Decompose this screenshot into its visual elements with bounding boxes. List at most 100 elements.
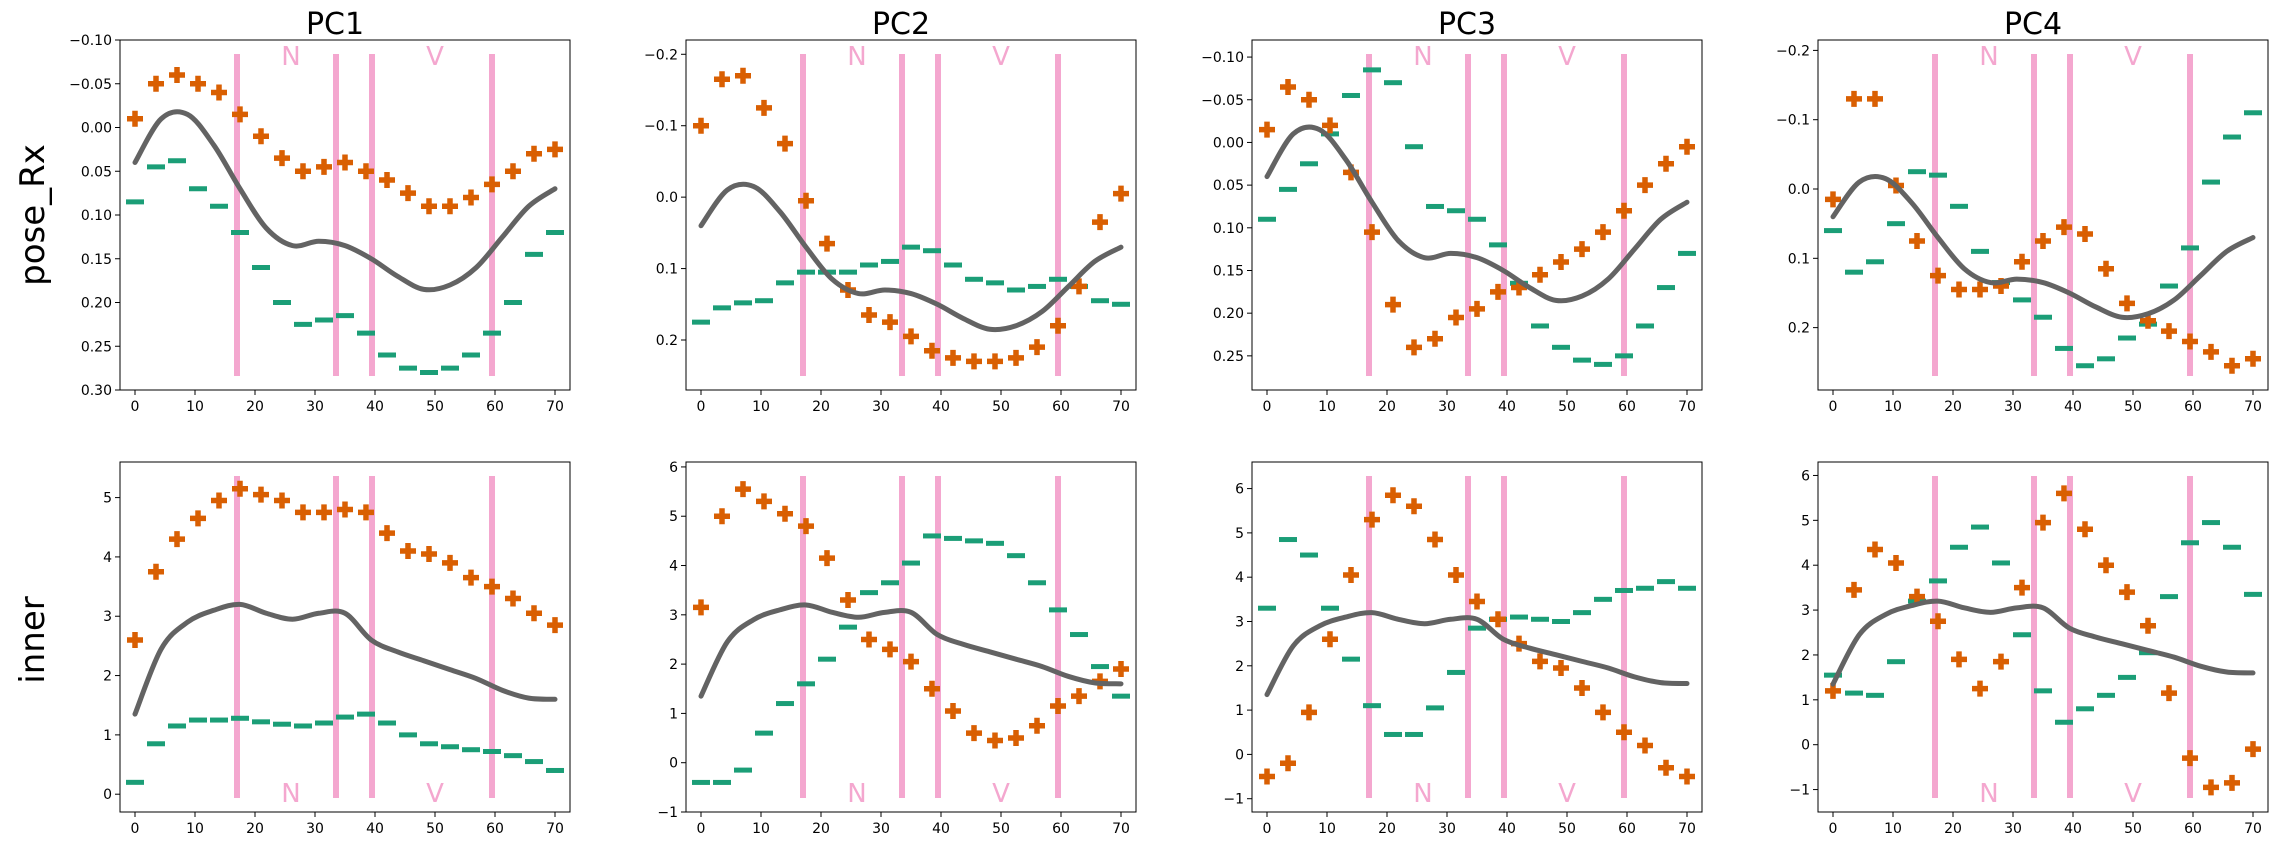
cross-marker <box>2161 323 2177 340</box>
dash-marker <box>818 656 836 662</box>
cross-marker <box>1008 349 1024 366</box>
cross-marker <box>1658 155 1674 172</box>
y-tick-label: −0.05 <box>69 77 112 93</box>
dash-marker <box>986 280 1004 286</box>
x-tick-label: 70 <box>546 399 564 415</box>
curve-line <box>698 181 1124 333</box>
cross-marker <box>2098 557 2114 574</box>
dash-marker <box>692 779 710 785</box>
region-label: V <box>1558 42 1576 72</box>
dash-marker <box>1887 659 1905 665</box>
cross-marker <box>1113 661 1129 678</box>
y-tick-label: −0.2 <box>644 47 678 63</box>
region-label: V <box>426 42 444 72</box>
y-tick-label: −1 <box>657 805 678 821</box>
cross-marker <box>945 349 961 366</box>
panel-pose-rx-pc3: N V 0 10 20 30 40 50 60 70 −0.10 −0.05 0.00 0.05 0.10 0… <box>1201 39 1703 415</box>
region-label: N <box>1413 42 1432 72</box>
dash-marker <box>1049 276 1067 282</box>
dash-marker <box>1342 92 1360 98</box>
cross-marker <box>1322 631 1338 648</box>
dash-marker <box>168 723 186 729</box>
y-tick-label: 2 <box>1801 648 1810 664</box>
dash-marker <box>797 681 815 687</box>
cross-marker <box>924 342 940 359</box>
y-tick-label: 0.00 <box>81 121 112 137</box>
x-tick-label: 20 <box>1378 399 1396 415</box>
dash-marker <box>126 779 144 785</box>
x-tick-label: 0 <box>1263 399 1272 415</box>
column-title-pc2: PC2 <box>872 7 930 42</box>
dash-marker <box>1384 80 1402 86</box>
x-tick-label: 10 <box>186 399 204 415</box>
cross-marker <box>1616 202 1632 219</box>
x-tick-label: 40 <box>366 821 384 837</box>
curve-line <box>698 602 1124 699</box>
dash-marker <box>860 590 878 596</box>
curve-line <box>1830 174 2256 321</box>
cross-marker <box>1951 281 1967 298</box>
dash-marker <box>2013 297 2031 303</box>
y-tick-label: 0.05 <box>81 164 112 180</box>
cross-marker <box>1532 266 1548 283</box>
dash-marker <box>1657 285 1675 291</box>
plot-frame <box>1251 461 1703 813</box>
dash-marker <box>2160 283 2178 289</box>
dash-marker <box>692 319 710 325</box>
x-tick-label: 40 <box>2064 399 2082 415</box>
dash-marker <box>1321 605 1339 611</box>
x-tick-label: 10 <box>186 821 204 837</box>
dash-marker <box>902 244 920 250</box>
cross-marker <box>1637 737 1653 754</box>
cross-marker <box>966 725 982 742</box>
x-tick-label: 30 <box>306 821 324 837</box>
dash-marker <box>776 280 794 286</box>
cross-marker <box>1259 768 1275 785</box>
dash-marker <box>1112 301 1130 307</box>
x-tick-label: 0 <box>697 399 706 415</box>
cross-marker <box>358 504 374 521</box>
x-tick-label: 30 <box>1438 399 1456 415</box>
dash-marker <box>881 580 899 586</box>
panel-pose-rx-pc1: N V 0 10 20 30 40 50 60 70 −0.10 −0.05 0.00 0.05 0.10 0… <box>69 33 571 415</box>
x-tick-label: 40 <box>932 399 950 415</box>
cross-marker <box>421 198 437 215</box>
x-tick-label: 70 <box>1678 821 1696 837</box>
dash-marker <box>986 540 1004 546</box>
x-tick-label: 50 <box>992 399 1010 415</box>
dash-marker <box>525 759 543 765</box>
dash-marker <box>357 711 375 717</box>
dash-marker <box>504 753 522 759</box>
cross-marker <box>274 150 290 167</box>
cross-marker <box>253 128 269 145</box>
x-tick-label: 60 <box>486 821 504 837</box>
dash-marker <box>1091 298 1109 304</box>
cross-marker <box>1071 278 1087 295</box>
cross-marker <box>1553 660 1569 677</box>
cross-marker <box>1029 339 1045 356</box>
x-tick-label: 0 <box>1829 399 1838 415</box>
x-tick-label: 40 <box>1498 399 1516 415</box>
y-tick-label: 3 <box>1235 614 1244 630</box>
x-tick-label: 70 <box>1678 399 1696 415</box>
dash-marker <box>965 538 983 544</box>
cross-marker <box>1092 214 1108 231</box>
curve-line <box>1264 610 1690 698</box>
y-tick-label: 0 <box>1235 747 1244 763</box>
y-tick-label: −1 <box>1789 783 1810 799</box>
cross-marker <box>798 192 814 209</box>
dash-marker <box>1468 216 1486 222</box>
curve-line <box>132 109 558 293</box>
dash-marker <box>2034 314 2052 320</box>
dash-marker <box>1405 144 1423 150</box>
cross-marker <box>819 235 835 252</box>
cross-marker <box>840 592 856 609</box>
dash-marker <box>1447 669 1465 675</box>
x-tick-label: 70 <box>1112 399 1130 415</box>
x-tick-label: 30 <box>1438 821 1456 837</box>
cross-marker <box>232 480 248 497</box>
region-label: V <box>1558 779 1576 809</box>
x-tick-label: 20 <box>246 821 264 837</box>
cross-marker <box>777 135 793 152</box>
cross-marker <box>903 328 919 345</box>
